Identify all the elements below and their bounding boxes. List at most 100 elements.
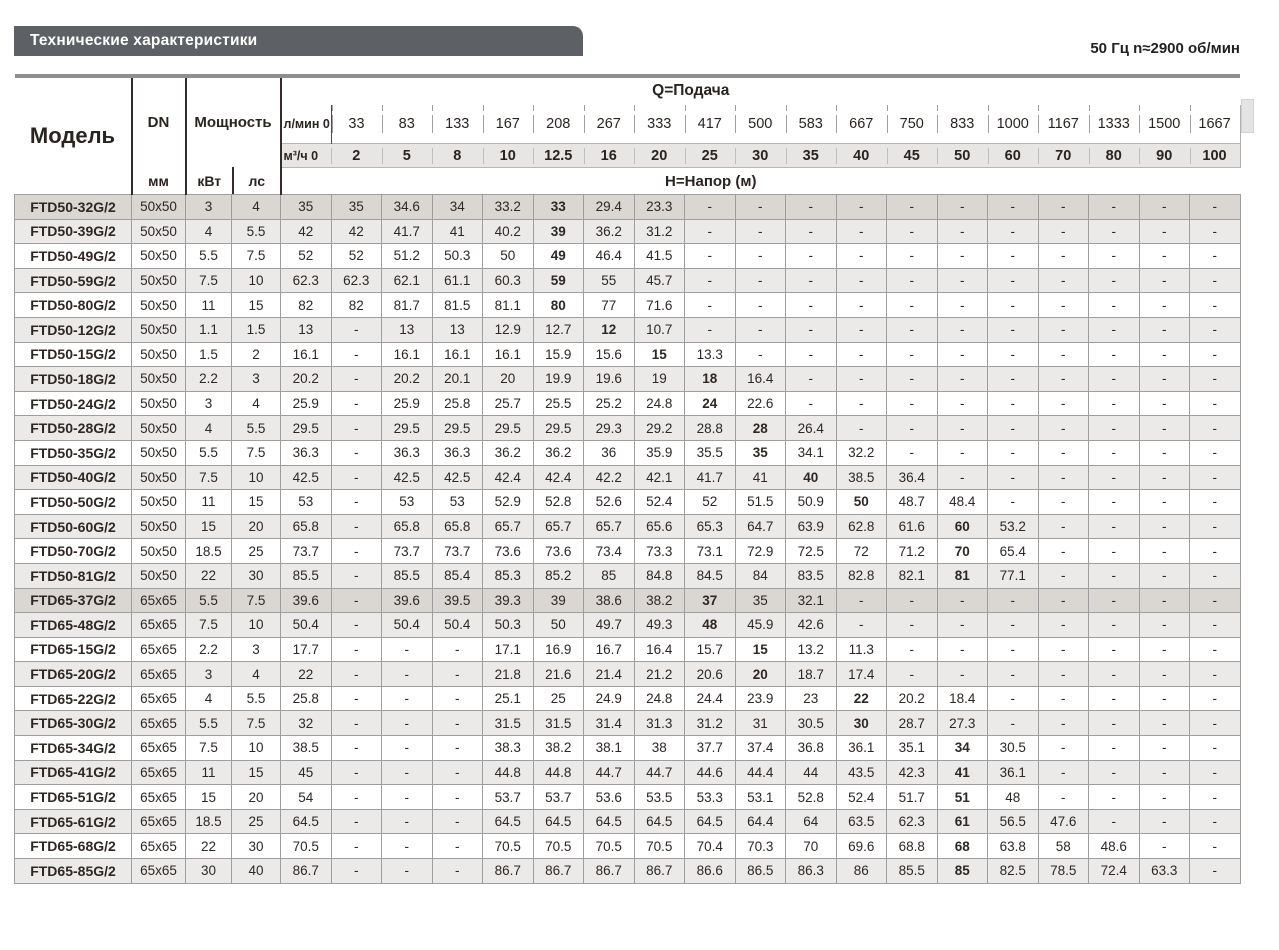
head-value-cell: - (381, 808, 433, 835)
head-value-cell: - (1138, 612, 1190, 638)
flow-lmin-value: 1000 (987, 104, 1038, 144)
flow-lmin-value: 583 (785, 104, 836, 144)
table-row: FTD65-51G/2 65x65 15 20 54- - -53.7 53.7 53.6 53.… (14, 784, 1241, 810)
head-value-cell: 45 (280, 759, 332, 786)
head-value-cell: - (684, 267, 736, 294)
head-value-cell: - (1037, 415, 1089, 441)
flow-m3h-value: 70 (1038, 142, 1089, 169)
head-value-cell: 68 (936, 833, 988, 860)
power-kw-cell: 22 (185, 833, 232, 860)
power-kw-cell: 2.2 (185, 366, 232, 392)
head-value-cell: 36.2 (583, 218, 635, 245)
model-cell: FTD65-61G/2 (14, 808, 132, 835)
head-value-cell: - (1088, 562, 1140, 589)
flow-lmin-value: 167 (482, 104, 533, 144)
head-value-cell: - (1037, 661, 1089, 687)
head-value-cell: - (785, 292, 837, 318)
head-value-cell: - (1189, 833, 1241, 860)
head-value-cell: - (381, 784, 433, 810)
head-value-cell: 34 (936, 735, 988, 761)
head-value-cell: - (785, 316, 837, 343)
head-value-cell: - (330, 464, 382, 491)
head-value-cell: 20 (734, 661, 786, 687)
head-value-cell: - (1138, 267, 1190, 294)
model-cell: FTD50-39G/2 (14, 218, 132, 245)
power-hp-cell: 5.5 (231, 415, 281, 441)
head-value-cell: 43.5 (835, 759, 887, 786)
head-value-cell: - (987, 685, 1039, 712)
head-value-cell: - (381, 735, 433, 761)
head-value-cell: 58 (1037, 833, 1089, 860)
head-value-cell: - (1138, 636, 1190, 663)
head-value-cell: 70 (785, 833, 837, 860)
head-value-cell: 50 (482, 243, 534, 269)
head-value-cell: 80 (532, 292, 584, 318)
head-value-cell: - (936, 464, 988, 491)
head-value-cell: 65.8 (280, 513, 332, 540)
head-value-cell: 16.1 (431, 341, 483, 368)
head-value-cell: - (1138, 194, 1190, 220)
scrollbar-thumb[interactable] (1241, 99, 1254, 133)
head-value-cell: 12.7 (532, 316, 584, 343)
head-value-cell: 18 (684, 366, 736, 392)
head-value-cell: - (1138, 538, 1190, 564)
dn-cell: 65x65 (131, 661, 186, 687)
flow-lmin-value: 1500 (1139, 104, 1190, 144)
head-value-cell: 85.5 (381, 562, 433, 589)
head-value-cell: - (1037, 218, 1089, 245)
head-value-cell: 42.5 (381, 464, 433, 491)
head-value-cell: 60.3 (482, 267, 534, 294)
power-kw-cell: 15 (185, 784, 232, 810)
head-value-cell: 73.7 (280, 538, 332, 564)
col-header-model: Модель (14, 76, 133, 195)
flow-lmin-value: 500 (735, 104, 786, 144)
head-value-cell: 50.4 (280, 612, 332, 638)
head-value-cell: 70.5 (583, 833, 635, 860)
head-value-cell: - (1138, 710, 1190, 737)
head-value-cell: 73.7 (381, 538, 433, 564)
head-value-cell: - (1037, 612, 1089, 638)
head-value-cell: 42.2 (583, 464, 635, 491)
head-value-cell: 39 (532, 218, 584, 245)
head-value-cell: - (987, 267, 1039, 294)
head-value-cell: 19.6 (583, 366, 635, 392)
head-value-cell: 46.4 (583, 243, 635, 269)
model-cell: FTD65-34G/2 (14, 735, 132, 761)
head-value-cell: - (1088, 341, 1140, 368)
head-value-cell: - (684, 218, 736, 245)
head-value-cell: - (1037, 513, 1089, 540)
head-value-cell: 41 (936, 759, 988, 786)
head-value-cell: 36.3 (280, 439, 332, 466)
power-hp-cell: 1.5 (231, 316, 281, 343)
head-value-cell: 11.3 (835, 636, 887, 663)
head-value-cell: 28.7 (886, 710, 938, 737)
head-value-cell: - (330, 489, 382, 515)
head-value-cell: - (987, 439, 1039, 466)
power-hp-cell: 4 (231, 661, 281, 687)
flow-title: Q=Подача (652, 82, 730, 99)
specs-table-body: FTD50-32G/2 50x50 3 4 35 35 34.6 34 33.2 33 29.4 23… (14, 194, 1241, 884)
head-value-cell: - (734, 316, 786, 343)
model-cell: FTD50-59G/2 (14, 267, 132, 294)
head-value-cell: 45.7 (633, 267, 685, 294)
head-value-cell: 35 (330, 194, 382, 220)
head-value-cell: - (1037, 735, 1089, 761)
power-kw-cell: 1.5 (185, 341, 232, 368)
head-value-cell: - (886, 267, 938, 294)
head-value-cell: - (431, 710, 483, 737)
head-value-cell: - (431, 858, 483, 884)
head-value-cell: 42 (330, 218, 382, 245)
head-value-cell: - (1037, 636, 1089, 663)
head-value-cell: - (1189, 636, 1241, 663)
head-value-cell: - (1189, 341, 1241, 368)
head-value-cell: 31.5 (532, 710, 584, 737)
head-value-cell: - (734, 341, 786, 368)
head-value-cell: 65.8 (381, 513, 433, 540)
flow-m3h-value: 100 (1189, 142, 1241, 169)
head-value-cell: - (1088, 710, 1140, 737)
power-hp-cell: 20 (231, 784, 281, 810)
head-value-cell: 36.8 (785, 735, 837, 761)
head-value-cell: - (1189, 784, 1241, 810)
head-value-cell: 50.3 (482, 612, 534, 638)
head-value-cell: 72.4 (1088, 858, 1140, 884)
